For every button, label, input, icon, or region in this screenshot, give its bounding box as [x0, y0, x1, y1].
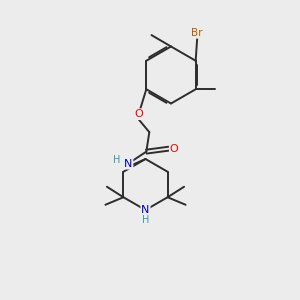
Text: H: H: [142, 214, 149, 225]
Text: N: N: [141, 205, 150, 215]
Text: H: H: [113, 155, 121, 165]
Text: Br: Br: [191, 28, 203, 38]
Text: O: O: [170, 144, 178, 154]
Text: N: N: [124, 159, 133, 169]
Text: O: O: [134, 109, 143, 119]
